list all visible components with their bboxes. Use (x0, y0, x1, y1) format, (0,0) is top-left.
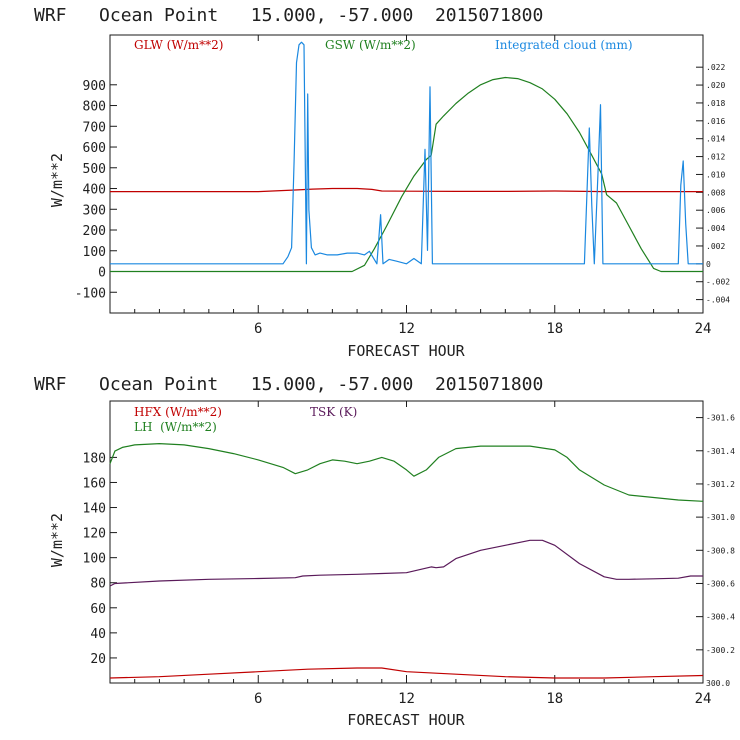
chart1-right-axis: -.004 -.002 0 .002 .004 .006 .008 .010 .012 .014.… (696, 63, 730, 305)
chart1-x-tick-label: 24 (695, 321, 712, 337)
chart1-y2-tick-label: .018 (706, 99, 725, 108)
chart2-y2-tick-label: -301.2 (706, 480, 735, 489)
chart2-y2-tick-label: -301.0 (706, 513, 735, 522)
chart1-y-tick-label: 0 (98, 266, 106, 281)
chart1-y-tick-label: 600 (83, 141, 106, 156)
chart2-y-tick-label: 140 (83, 502, 106, 517)
chart2-x-tick-label: 24 (695, 691, 712, 707)
chart2-y-tick-label: 80 (90, 577, 106, 592)
radiation-cloud-chart: WRF Ocean Point 15.000, -57.000 20150718… (34, 5, 730, 360)
chart1-y-tick-label: 400 (83, 183, 106, 198)
chart1-y2-tick-label: .014 (706, 135, 725, 144)
chart1-y-tick-label: 200 (83, 224, 106, 239)
surface-flux-chart: WRF Ocean Point 15.000, -57.000 20150718… (34, 374, 735, 729)
chart2-y2-tick-label: -300.8 (706, 546, 735, 555)
chart1-y2-tick-label: .010 (706, 170, 725, 179)
chart1-y2-tick-label: .008 (706, 188, 725, 197)
chart2-title: WRF Ocean Point 15.000, -57.000 20150718… (34, 374, 543, 395)
chart2-y-tick-label: 100 (83, 552, 106, 567)
chart1-y-tick-label: -100 (75, 286, 106, 301)
chart2-series-line-0 (109, 667, 704, 679)
chart1-y-tick-label: 500 (83, 162, 106, 177)
chart2-series-line-2 (109, 539, 703, 587)
chart1-series-line-0 (110, 187, 703, 193)
chart2-y2-tick-label: -301.6 (706, 414, 735, 423)
chart1-x-axis-label: FORECAST HOUR (347, 342, 465, 360)
chart2-y2-tick-label: -301.4 (706, 447, 735, 456)
chart1-y2-tick-label: .006 (706, 206, 725, 215)
chart2-y-tick-label: 60 (90, 602, 106, 617)
chart2-x-axis: 6 12 18 24 (134, 401, 712, 707)
chart2-left-axis: 20 40 60 80 100 120 140 160 180 (83, 451, 117, 667)
chart2-y-tick-label: 160 (83, 476, 106, 491)
chart2-legend-tsk: TSK (K) (310, 405, 357, 419)
chart1-legend-glw: GLW (W/m**2) (134, 38, 223, 52)
chart2-y-tick-label: 120 (83, 527, 106, 542)
chart2-series-line-1 (109, 443, 704, 502)
chart1-x-tick-label: 18 (546, 321, 563, 337)
chart1-legend-gsw: GSW (W/m**2) (325, 38, 416, 52)
chart2-plot-frame (109, 400, 704, 684)
chart2-legend-hfx: HFX (W/m**2) (134, 405, 222, 419)
chart1-legend-cloud: Integrated cloud (mm) (495, 38, 633, 52)
chart1-y-axis-label: W/m**2 (48, 153, 66, 207)
chart1-y2-tick-label: .016 (706, 117, 725, 126)
chart2-x-tick-label: 12 (398, 691, 415, 707)
chart1-y2-tick-label: -.002 (706, 278, 730, 287)
chart1-title: WRF Ocean Point 15.000, -57.000 20150718… (34, 5, 543, 26)
chart2-y-axis-label: W/m**2 (48, 513, 66, 567)
chart1-x-tick-label: 12 (398, 321, 415, 337)
chart2-y-tick-label: 180 (83, 451, 106, 466)
chart1-y-tick-label: 700 (83, 120, 106, 135)
chart2-legend-lh: LH (W/m**2) (134, 420, 217, 434)
chart1-y-tick-label: 900 (83, 79, 106, 94)
chart2-y-tick-label: 20 (90, 652, 106, 667)
chart1-series-line-1 (110, 76, 703, 273)
chart1-y-tick-label: 800 (83, 100, 106, 115)
chart1-series-line-2 (110, 41, 703, 265)
chart1-y2-tick-label: .022 (706, 63, 725, 72)
chart2-x-tick-label: 6 (254, 691, 262, 707)
chart1-y2-tick-label: .002 (706, 242, 725, 251)
chart1-x-axis: 6 12 18 24 (134, 35, 712, 337)
chart2-x-axis-label: FORECAST HOUR (347, 711, 465, 729)
chart1-y2-tick-label: .004 (706, 224, 725, 233)
chart1-y-tick-label: 100 (83, 245, 106, 260)
chart1-x-tick-label: 6 (254, 321, 262, 337)
chart1-series-lines (110, 41, 703, 273)
chart1-y2-tick-label: .020 (706, 81, 725, 90)
chart2-y-tick-label: 40 (90, 627, 106, 642)
chart2-y2-tick-label: -300.6 (706, 579, 735, 588)
chart1-y-tick-label: 300 (83, 203, 106, 218)
chart1-y2-tick-label: .012 (706, 153, 725, 162)
chart2-y2-tick-label: -300.2 (706, 646, 735, 655)
chart2-series-lines (109, 443, 704, 679)
chart1-y2-tick-label: 0 (706, 260, 711, 269)
chart1-left-axis: -100 0 100 200 300 400 500 600 700 800 900 (75, 79, 117, 301)
chart2-x-tick-label: 18 (546, 691, 563, 707)
chart2-y2-tick-label: -300.4 (706, 613, 735, 622)
chart2-right-axis: 300.0 -300.2 -300.4 -300.6 -300.8 -301.0 -301.… (696, 414, 735, 688)
chart2-y2-tick-label: 300.0 (706, 679, 730, 688)
chart1-y2-tick-label: -.004 (706, 296, 730, 305)
